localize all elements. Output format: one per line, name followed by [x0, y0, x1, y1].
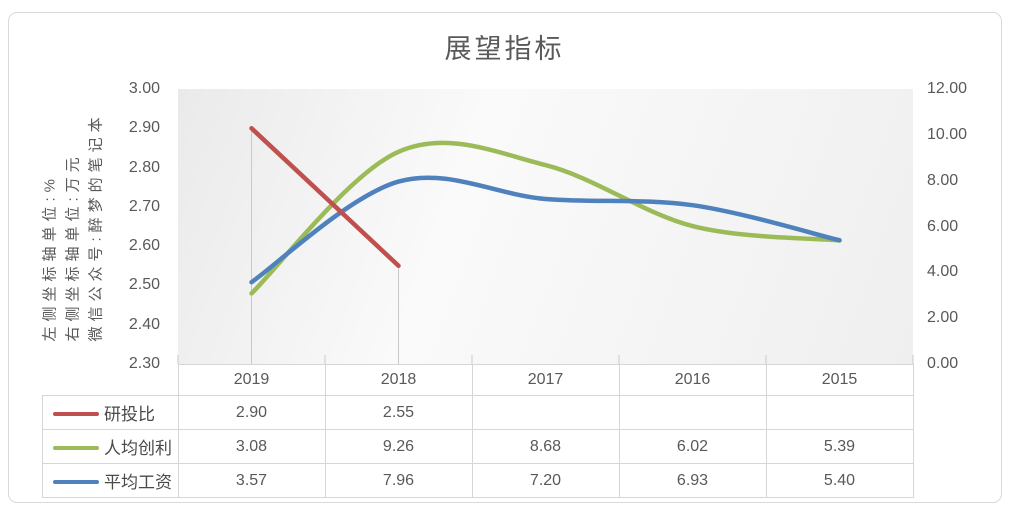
series-line-3[interactable]	[249, 175, 842, 285]
series-name: 平均工资	[104, 473, 172, 492]
y-axis-tick-label-right: 8.00	[927, 171, 959, 189]
y-axis-tick-label-right: 12.00	[927, 80, 968, 97]
table-value-cell: 7.20	[471, 463, 620, 498]
table-value-cell: 3.08	[177, 429, 326, 464]
y-axis-tick-label-right: 10.00	[927, 125, 968, 143]
table-value-cell: 5.39	[765, 429, 914, 464]
table-value-cell: 9.26	[324, 429, 473, 464]
y-axis-tick-label-right: 2.00	[927, 309, 959, 327]
table-value-cell: 5.40	[765, 463, 914, 498]
y-axis-tick-label-right: 6.00	[927, 217, 959, 235]
table-value-cell: 6.02	[618, 429, 767, 464]
table-value-cell: 2.90	[177, 395, 326, 430]
legend-key-line	[53, 446, 99, 451]
table-value-cell: 8.68	[471, 429, 620, 464]
table-value-cell	[765, 395, 914, 430]
chart-title: 展望指标	[444, 34, 565, 65]
x-axis-category-label: 2018	[324, 364, 473, 396]
y-axis-tick-label-left: 2.50	[128, 276, 160, 294]
y-axis-tick-label-left: 3.00	[128, 80, 160, 97]
table-value-cell: 3.57	[177, 463, 326, 498]
table-row: 平均工资 3.57 7.96 7.20 6.93 5.40	[42, 463, 914, 498]
legend-key-line	[53, 412, 99, 417]
legend-cell: 研投比	[42, 395, 179, 430]
legend-cell: 平均工资	[42, 463, 179, 498]
y-axis-tick-label-left: 2.40	[128, 315, 160, 333]
x-axis-category-label: 2016	[618, 364, 767, 396]
chart-data-table: 2019 2018 2017 2016 2015 研投比 2.90 2.55 人均创利 3.08 9…	[42, 364, 914, 498]
table-row: 人均创利 3.08 9.26 8.68 6.02 5.39	[42, 429, 914, 464]
x-axis-category-label: 2015	[765, 364, 914, 396]
y-axis-tick-label-left: 2.70	[128, 197, 160, 215]
table-value-cell: 6.93	[618, 463, 767, 498]
y-axis-tick-label-left: 2.90	[128, 119, 160, 137]
table-value-cell	[618, 395, 767, 430]
series-line-1[interactable]	[249, 126, 401, 269]
x-axis-category-label: 2019	[177, 364, 326, 396]
table-corner-cell	[43, 365, 179, 396]
series-line-2[interactable]	[249, 140, 842, 296]
table-value-cell: 2.55	[324, 395, 473, 430]
table-value-cell	[471, 395, 620, 430]
legend-cell: 人均创利	[42, 429, 179, 464]
legend-key-line	[53, 480, 99, 485]
table-row: 研投比 2.90 2.55	[42, 395, 914, 430]
y-axis-tick-label-left: 2.60	[128, 237, 160, 255]
y-axis-tick-label-right: 0.00	[927, 355, 959, 372]
y-axis-tick-label-right: 4.00	[927, 263, 959, 281]
y-axis-tick-label-left: 2.30	[128, 355, 160, 372]
series-name: 研投比	[104, 405, 155, 424]
x-axis-category-label: 2017	[471, 364, 620, 396]
y-axis-tick-label-left: 2.80	[128, 158, 160, 176]
series-name: 人均创利	[104, 439, 172, 458]
table-value-cell: 7.96	[324, 463, 473, 498]
